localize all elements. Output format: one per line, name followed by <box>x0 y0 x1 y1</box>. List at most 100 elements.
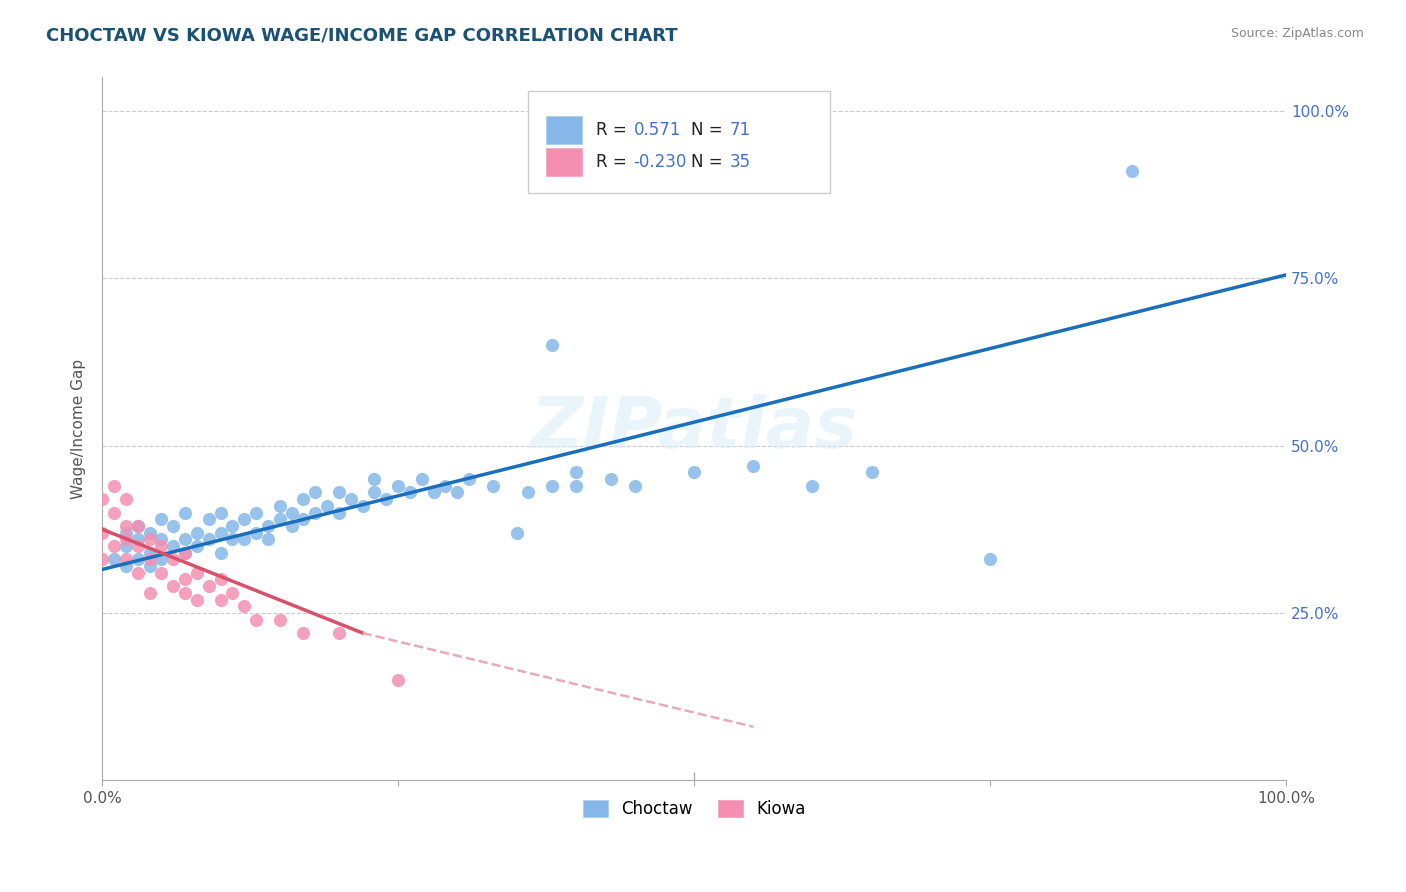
Point <box>174 546 197 560</box>
Text: 35: 35 <box>730 153 751 170</box>
Point <box>138 586 160 600</box>
Point <box>328 485 350 500</box>
Point <box>103 552 125 566</box>
Point <box>233 512 256 526</box>
Point <box>138 533 160 547</box>
Point <box>162 552 184 566</box>
Text: N =: N = <box>690 121 723 139</box>
Point <box>363 472 385 486</box>
Point <box>221 519 243 533</box>
Point <box>624 479 647 493</box>
Point <box>860 466 883 480</box>
Point <box>138 525 160 540</box>
Point <box>221 533 243 547</box>
Point <box>150 533 173 547</box>
Point <box>162 579 184 593</box>
Point <box>162 519 184 533</box>
Point <box>505 525 527 540</box>
Point <box>245 525 267 540</box>
Point <box>174 533 197 547</box>
Point <box>103 506 125 520</box>
Point <box>269 499 291 513</box>
Text: CHOCTAW VS KIOWA WAGE/INCOME GAP CORRELATION CHART: CHOCTAW VS KIOWA WAGE/INCOME GAP CORRELA… <box>46 27 678 45</box>
Point <box>115 552 138 566</box>
Point <box>197 512 219 526</box>
Point <box>174 573 197 587</box>
Point <box>127 566 149 580</box>
Point <box>115 539 138 553</box>
Point <box>186 592 208 607</box>
Point <box>257 519 280 533</box>
Point <box>541 338 564 352</box>
Point <box>1121 164 1143 178</box>
Point <box>280 506 302 520</box>
Text: 71: 71 <box>730 121 751 139</box>
Text: Source: ZipAtlas.com: Source: ZipAtlas.com <box>1230 27 1364 40</box>
Point <box>600 472 623 486</box>
Point <box>328 626 350 640</box>
Point <box>541 479 564 493</box>
Point <box>209 573 232 587</box>
Point <box>434 479 457 493</box>
Point <box>363 485 385 500</box>
Point <box>280 519 302 533</box>
Point <box>292 626 315 640</box>
FancyBboxPatch shape <box>546 116 582 145</box>
Point <box>127 552 149 566</box>
Point <box>245 506 267 520</box>
Point <box>564 479 586 493</box>
Point <box>233 599 256 614</box>
Point <box>292 512 315 526</box>
Point <box>269 613 291 627</box>
Text: N =: N = <box>690 153 723 170</box>
Point <box>115 559 138 574</box>
Point <box>174 506 197 520</box>
Point <box>103 539 125 553</box>
Point <box>197 579 219 593</box>
Legend: Choctaw, Kiowa: Choctaw, Kiowa <box>576 793 813 825</box>
Point <box>257 533 280 547</box>
Point <box>186 566 208 580</box>
Point <box>446 485 468 500</box>
FancyBboxPatch shape <box>546 148 582 176</box>
Point <box>209 546 232 560</box>
Point <box>245 613 267 627</box>
Point <box>209 506 232 520</box>
Point <box>150 512 173 526</box>
Point <box>127 519 149 533</box>
Text: R =: R = <box>596 153 627 170</box>
Text: 0.571: 0.571 <box>634 121 681 139</box>
Point <box>564 466 586 480</box>
Point <box>979 552 1001 566</box>
Point <box>517 485 540 500</box>
Point <box>138 546 160 560</box>
Point <box>422 485 444 500</box>
Point <box>269 512 291 526</box>
Point <box>138 559 160 574</box>
Text: -0.230: -0.230 <box>634 153 688 170</box>
FancyBboxPatch shape <box>529 92 830 194</box>
Point <box>127 519 149 533</box>
Point <box>221 586 243 600</box>
Point <box>150 539 173 553</box>
Point <box>115 492 138 507</box>
Point <box>304 506 326 520</box>
Text: ZIPatlas: ZIPatlas <box>530 394 858 463</box>
Point <box>742 458 765 473</box>
Point <box>174 586 197 600</box>
Point <box>375 492 398 507</box>
Point <box>103 479 125 493</box>
Point <box>683 466 706 480</box>
Point <box>328 506 350 520</box>
Point <box>387 673 409 687</box>
Point <box>174 546 197 560</box>
Y-axis label: Wage/Income Gap: Wage/Income Gap <box>72 359 86 499</box>
Point <box>138 552 160 566</box>
Point <box>127 539 149 553</box>
Point <box>91 552 114 566</box>
Point <box>209 592 232 607</box>
Point <box>186 525 208 540</box>
Point <box>340 492 363 507</box>
Point <box>801 479 824 493</box>
Point <box>209 525 232 540</box>
